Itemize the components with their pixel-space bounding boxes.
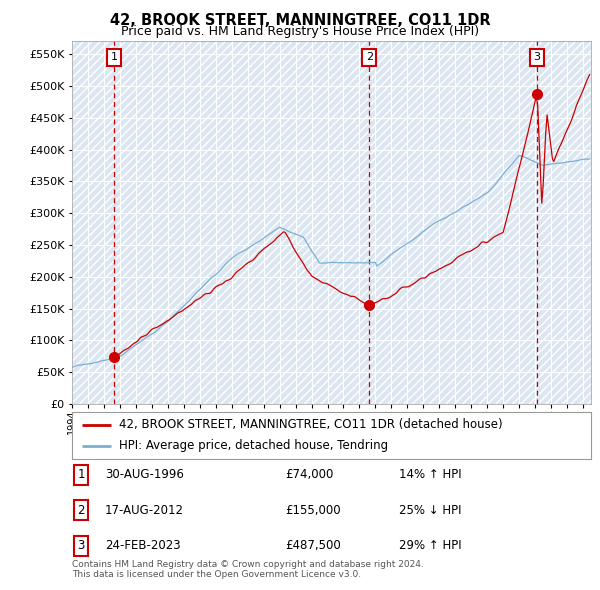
Text: 2: 2	[77, 504, 85, 517]
Text: £487,500: £487,500	[285, 539, 341, 552]
Text: 2: 2	[366, 52, 373, 62]
Text: 42, BROOK STREET, MANNINGTREE, CO11 1DR: 42, BROOK STREET, MANNINGTREE, CO11 1DR	[110, 13, 490, 28]
Text: Price paid vs. HM Land Registry's House Price Index (HPI): Price paid vs. HM Land Registry's House …	[121, 25, 479, 38]
Text: 1: 1	[110, 52, 118, 62]
Text: 42, BROOK STREET, MANNINGTREE, CO11 1DR (detached house): 42, BROOK STREET, MANNINGTREE, CO11 1DR …	[119, 418, 502, 431]
Text: 17-AUG-2012: 17-AUG-2012	[105, 504, 184, 517]
Text: 14% ↑ HPI: 14% ↑ HPI	[399, 468, 461, 481]
Text: 1: 1	[77, 468, 85, 481]
Text: 3: 3	[533, 52, 541, 62]
Text: 25% ↓ HPI: 25% ↓ HPI	[399, 504, 461, 517]
Text: 3: 3	[77, 539, 85, 552]
Text: 29% ↑ HPI: 29% ↑ HPI	[399, 539, 461, 552]
Text: HPI: Average price, detached house, Tendring: HPI: Average price, detached house, Tend…	[119, 440, 388, 453]
Text: £155,000: £155,000	[285, 504, 341, 517]
Text: Contains HM Land Registry data © Crown copyright and database right 2024.
This d: Contains HM Land Registry data © Crown c…	[72, 560, 424, 579]
Text: 24-FEB-2023: 24-FEB-2023	[105, 539, 181, 552]
Text: 30-AUG-1996: 30-AUG-1996	[105, 468, 184, 481]
Text: £74,000: £74,000	[285, 468, 334, 481]
